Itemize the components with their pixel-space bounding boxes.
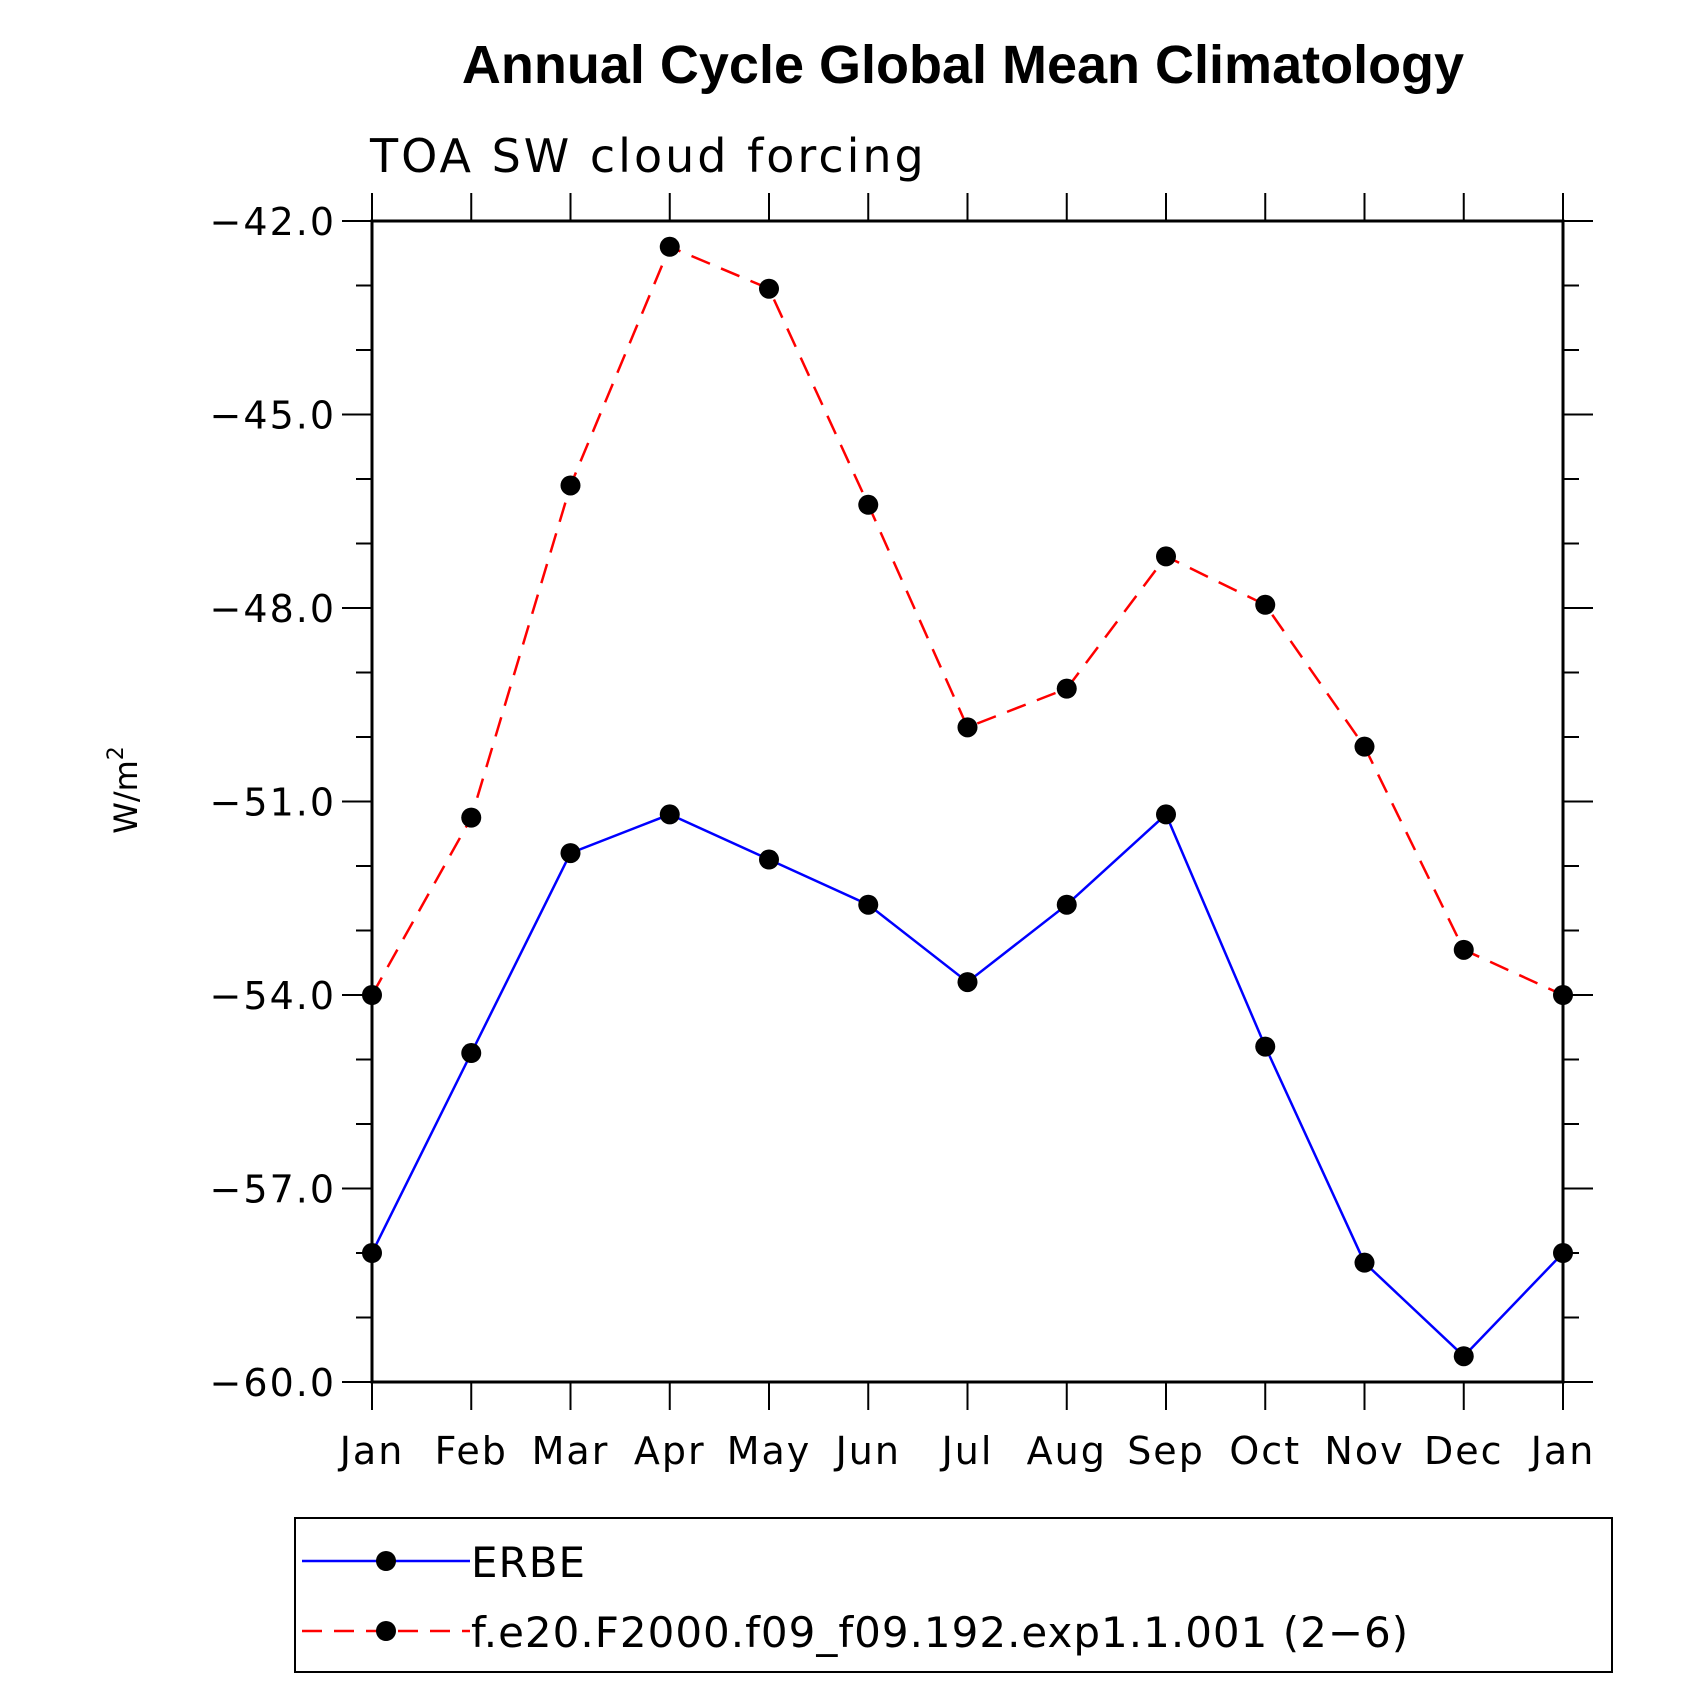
series-model-point (1453, 939, 1474, 960)
legend: ERBE f.e20.F2000.f09_f09.192.exp1.1.001 … (294, 1517, 1613, 1673)
series-erbe-point (1156, 804, 1176, 825)
x-tick-label: Jan (1529, 1429, 1596, 1473)
series-model-point (461, 807, 482, 828)
series-layer (362, 236, 1573, 1367)
series-erbe-point (1453, 1346, 1474, 1367)
series-erbe-point (1056, 894, 1077, 915)
series-model-point (1056, 678, 1077, 699)
series-model-point (1354, 736, 1375, 757)
y-tick-label: −42.0 (210, 200, 336, 244)
y-tick-label: −48.0 (210, 587, 336, 631)
series-erbe-point (759, 849, 779, 870)
series-model-point (759, 278, 779, 299)
x-tick-label: Jan (338, 1429, 405, 1473)
axis-ticks (342, 193, 1593, 1410)
chart-title: Annual Cycle Global Mean Climatology (462, 35, 1464, 95)
legend-model-label: f.e20.F2000.f09_f09.192.exp1.1.001 (2−6) (471, 1608, 1409, 1657)
series-erbe-point (858, 894, 879, 915)
series-erbe-line (370, 812, 1564, 1358)
series-model-point (659, 236, 680, 257)
series-erbe-point (560, 843, 581, 864)
series-model-point (560, 475, 581, 496)
y-axis-label-superscript: 2 (104, 746, 129, 760)
y-tick-label: −51.0 (210, 781, 336, 825)
y-axis-label: W/m2 (104, 746, 145, 834)
y-tick-label: −57.0 (210, 1168, 336, 1212)
x-tick-label: Feb (435, 1429, 508, 1473)
legend-model-marker (376, 1621, 396, 1641)
x-tick-label: Mar (532, 1429, 610, 1473)
chart-subtitle: TOA SW cloud forcing (369, 129, 927, 183)
series-model-point (1156, 546, 1176, 567)
x-tick-label: Nov (1324, 1429, 1404, 1473)
legend-erbe-marker (376, 1551, 396, 1571)
plot-area-frame (370, 219, 1565, 1384)
x-tick-label: Dec (1424, 1429, 1504, 1473)
series-erbe-point (461, 1043, 482, 1064)
x-tick-label: Sep (1127, 1429, 1205, 1473)
series-erbe-point (659, 804, 680, 825)
series-erbe-point (1354, 1252, 1375, 1273)
series-model-point (1255, 594, 1276, 615)
series-erbe-point (957, 972, 978, 993)
legend-erbe-label: ERBE (471, 1538, 586, 1587)
x-tick-label: Apr (634, 1429, 706, 1473)
x-tick-label: Aug (1027, 1429, 1107, 1473)
series-erbe-point (1553, 1243, 1573, 1263)
series-model-point (858, 494, 879, 515)
svg-text:W/m2: W/m2 (104, 746, 145, 834)
series-model-point (1553, 985, 1573, 1005)
series-model-point (957, 717, 978, 738)
series-erbe-point (1255, 1036, 1276, 1057)
y-tick-label: −60.0 (210, 1361, 336, 1405)
x-tick-label: Jun (834, 1429, 901, 1473)
legend-box (294, 1517, 1613, 1673)
y-axis-label-text: W/m (107, 760, 145, 834)
y-tick-label: −45.0 (210, 394, 336, 438)
x-tick-label: Jul (940, 1429, 994, 1473)
x-tick-label: May (727, 1429, 812, 1473)
x-tick-label: Oct (1229, 1429, 1301, 1473)
y-tick-label: −54.0 (210, 974, 336, 1018)
series-erbe-point (362, 1243, 382, 1263)
series-model-point (362, 985, 382, 1005)
series-model-line (370, 245, 1564, 997)
